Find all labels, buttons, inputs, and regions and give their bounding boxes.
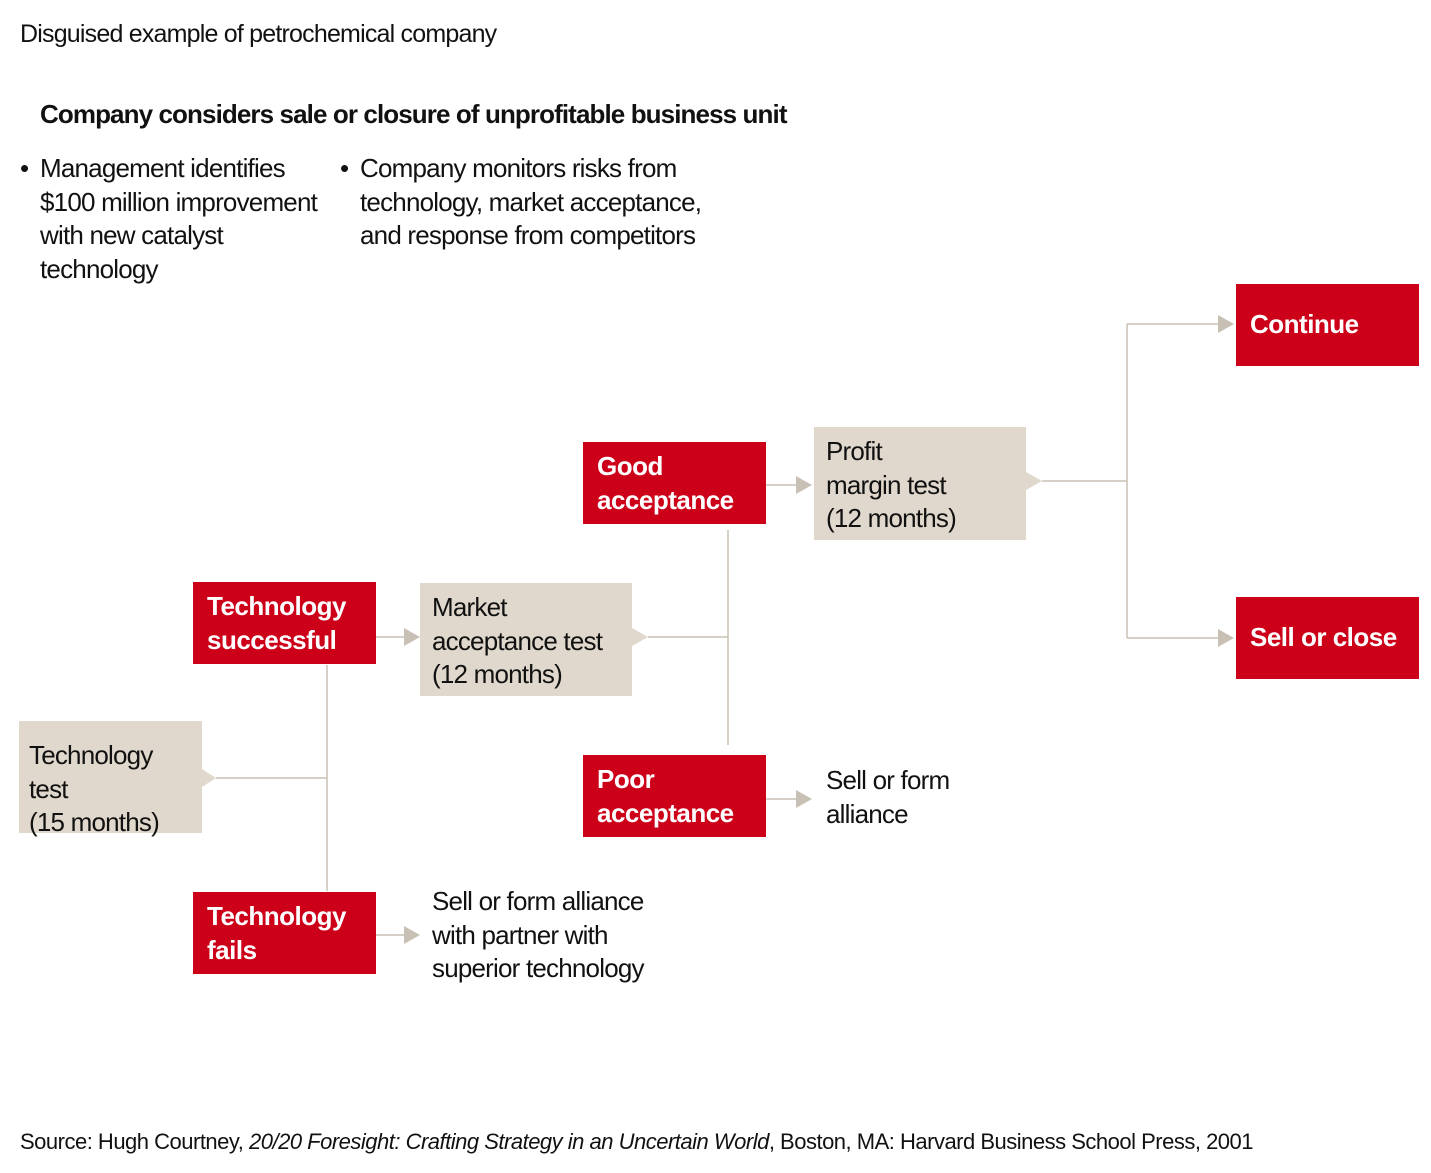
source-prefix: Source: Hugh Courtney,: [20, 1129, 249, 1154]
arrowhead-icon: [1218, 315, 1234, 333]
node-continue: Continue: [1236, 284, 1419, 366]
node-good-acceptance: Good acceptance: [583, 442, 766, 524]
arrowhead-icon: [1218, 629, 1234, 647]
arrowhead-icon: [796, 476, 812, 494]
node-market-acceptance-test: Market acceptance test (12 months): [420, 583, 632, 696]
heading: Company considers sale or closure of unp…: [40, 99, 787, 129]
node-technology-test: Technology test (15 months): [19, 721, 202, 837]
node-poor-acceptance: Poor acceptance: [583, 755, 766, 837]
box-pointer: [1026, 472, 1042, 490]
source-title: 20/20 Foresight: Crafting Strategy in an…: [249, 1129, 769, 1154]
source-note: Source: Hugh Courtney, 20/20 Foresight: …: [20, 1125, 1254, 1159]
arrowhead-icon: [796, 790, 812, 808]
outcome-technology-fails: Sell or form alliance with partner with …: [432, 886, 645, 983]
box-pointer: [202, 769, 216, 787]
node-sell-or-close: Sell or close: [1236, 597, 1419, 679]
bullet-dot: •: [340, 153, 349, 183]
bullet-dot: •: [20, 153, 29, 183]
outcome-poor-acceptance: Sell or form alliance: [826, 765, 950, 829]
node-technology-fails: Technology fails: [193, 892, 376, 974]
source-suffix: , Boston, MA: Harvard Business School Pr…: [768, 1129, 1254, 1154]
node-profit-margin-test: Profit margin test (12 months): [814, 427, 1026, 540]
arrowhead-icon: [404, 926, 420, 944]
bullet-management: Management identifies $100 million impro…: [40, 153, 318, 284]
box-pointer: [632, 628, 648, 646]
node-technology-successful: Technology successful: [193, 582, 376, 664]
bullet-monitoring: Company monitors risks from technology, …: [360, 153, 702, 250]
subtitle: Disguised example of petrochemical compa…: [20, 20, 497, 48]
arrowhead-icon: [404, 628, 420, 646]
